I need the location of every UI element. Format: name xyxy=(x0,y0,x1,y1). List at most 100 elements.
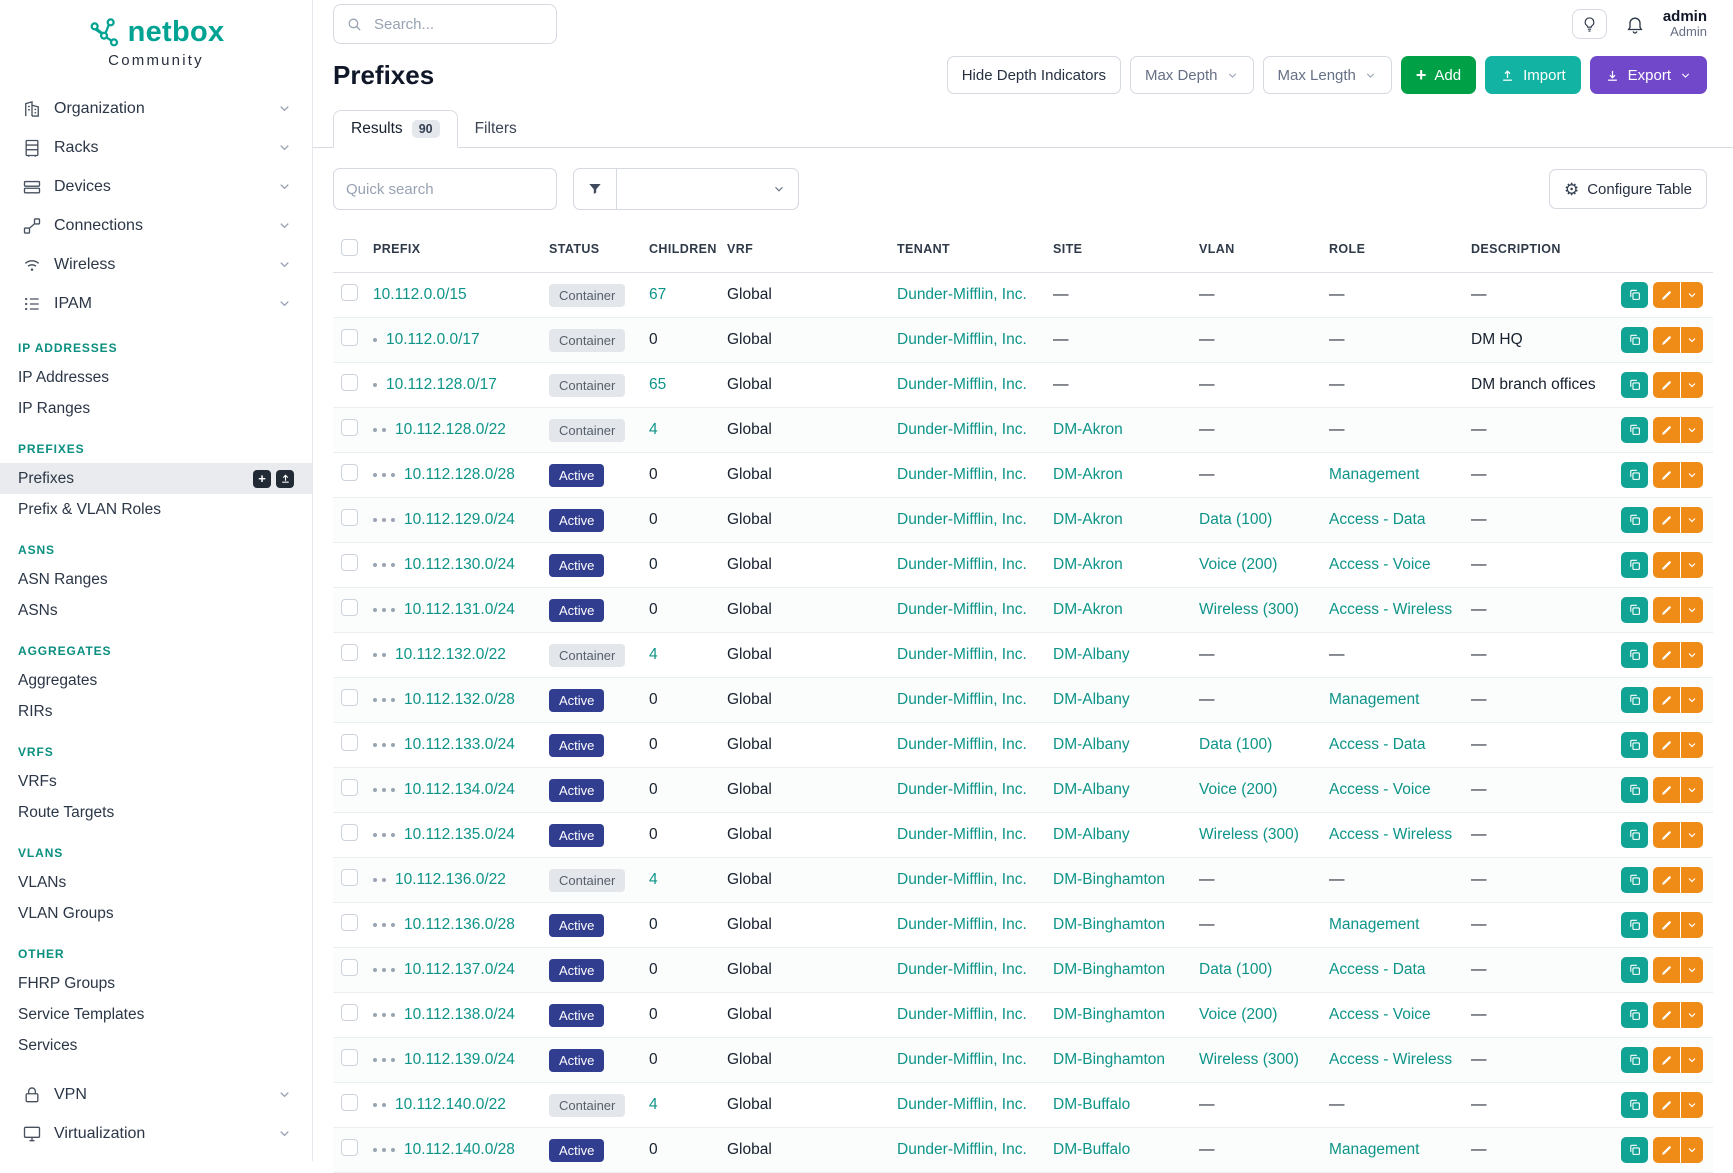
copy-button[interactable] xyxy=(1621,642,1648,668)
site-link[interactable]: DM-Binghamton xyxy=(1053,1051,1165,1068)
row-checkbox[interactable] xyxy=(340,734,358,751)
tenant-link[interactable]: Dunder-Mifflin, Inc. xyxy=(897,1141,1027,1158)
sidebar-item-connections[interactable]: Connections xyxy=(0,206,312,245)
edit-dropdown-button[interactable] xyxy=(1681,642,1703,668)
tenant-link[interactable]: Dunder-Mifflin, Inc. xyxy=(897,871,1027,888)
sidebar-item-vlans[interactable]: VLANs xyxy=(0,867,312,898)
edit-button[interactable] xyxy=(1653,1002,1680,1028)
vlan-link[interactable]: Data (100) xyxy=(1199,736,1273,753)
edit-button[interactable] xyxy=(1653,1047,1680,1073)
edit-button[interactable] xyxy=(1653,327,1680,353)
copy-button[interactable] xyxy=(1621,1047,1648,1073)
prefix-link[interactable]: 10.112.137.0/24 xyxy=(404,961,515,978)
row-checkbox[interactable] xyxy=(340,509,358,526)
copy-button[interactable] xyxy=(1621,1092,1648,1118)
prefix-link[interactable]: 10.112.140.0/28 xyxy=(404,1141,515,1158)
edit-dropdown-button[interactable] xyxy=(1681,1047,1703,1073)
site-link[interactable]: DM-Akron xyxy=(1053,601,1123,618)
copy-button[interactable] xyxy=(1621,417,1648,443)
tenant-link[interactable]: Dunder-Mifflin, Inc. xyxy=(897,1051,1027,1068)
col-header-vrf[interactable]: VRF xyxy=(727,226,897,273)
sidebar-item-organization[interactable]: Organization xyxy=(0,89,312,128)
copy-button[interactable] xyxy=(1621,822,1648,848)
col-header-site[interactable]: SITE xyxy=(1053,226,1199,273)
edit-button[interactable] xyxy=(1653,687,1680,713)
sidebar-item-vrfs[interactable]: VRFs xyxy=(0,766,312,797)
edit-button[interactable] xyxy=(1653,462,1680,488)
prefix-link[interactable]: 10.112.128.0/17 xyxy=(386,376,497,393)
edit-button[interactable] xyxy=(1653,822,1680,848)
role-link[interactable]: Access - Wireless xyxy=(1329,826,1453,843)
col-header-prefix[interactable]: PREFIX xyxy=(373,226,549,273)
row-checkbox[interactable] xyxy=(340,464,358,481)
edit-button[interactable] xyxy=(1653,1137,1680,1163)
sidebar-item-ip-ranges[interactable]: IP Ranges xyxy=(0,393,312,424)
tenant-link[interactable]: Dunder-Mifflin, Inc. xyxy=(897,1006,1027,1023)
copy-button[interactable] xyxy=(1621,507,1648,533)
edit-dropdown-button[interactable] xyxy=(1681,372,1703,398)
prefix-link[interactable]: 10.112.136.0/28 xyxy=(404,916,515,933)
role-link[interactable]: Access - Wireless xyxy=(1329,1051,1453,1068)
edit-dropdown-button[interactable] xyxy=(1681,327,1703,353)
vlan-link[interactable]: Voice (200) xyxy=(1199,556,1278,573)
site-link[interactable]: DM-Albany xyxy=(1053,826,1130,843)
tenant-link[interactable]: Dunder-Mifflin, Inc. xyxy=(897,511,1027,528)
col-header-status[interactable]: STATUS xyxy=(549,226,649,273)
sidebar-item-aggregates[interactable]: Aggregates xyxy=(0,665,312,696)
prefix-link[interactable]: 10.112.133.0/24 xyxy=(404,736,515,753)
sidebar-item-asn-ranges[interactable]: ASN Ranges xyxy=(0,564,312,595)
role-link[interactable]: Management xyxy=(1329,1141,1420,1158)
site-link[interactable]: DM-Albany xyxy=(1053,736,1130,753)
tenant-link[interactable]: Dunder-Mifflin, Inc. xyxy=(897,421,1027,438)
sidebar-item-prefixes[interactable]: Prefixes + xyxy=(0,463,312,494)
configure-table-button[interactable]: ⚙ Configure Table xyxy=(1548,169,1707,209)
sidebar-item-racks[interactable]: Racks xyxy=(0,128,312,167)
import-button[interactable]: Import xyxy=(1485,56,1581,94)
notifications-button[interactable] xyxy=(1625,14,1645,34)
site-link[interactable]: DM-Buffalo xyxy=(1053,1096,1131,1113)
edit-dropdown-button[interactable] xyxy=(1681,957,1703,983)
site-link[interactable]: DM-Akron xyxy=(1053,421,1123,438)
edit-button[interactable] xyxy=(1653,417,1680,443)
copy-button[interactable] xyxy=(1621,327,1648,353)
row-checkbox[interactable] xyxy=(340,599,358,616)
filter-button[interactable] xyxy=(573,168,617,210)
edit-button[interactable] xyxy=(1653,732,1680,758)
row-checkbox[interactable] xyxy=(340,1049,358,1066)
sidebar-item-prefix-vlan-roles[interactable]: Prefix & VLAN Roles xyxy=(0,494,312,525)
edit-dropdown-button[interactable] xyxy=(1681,282,1703,308)
sidebar-item-vlan-groups[interactable]: VLAN Groups xyxy=(0,898,312,929)
edit-dropdown-button[interactable] xyxy=(1681,867,1703,893)
edit-dropdown-button[interactable] xyxy=(1681,507,1703,533)
site-link[interactable]: DM-Akron xyxy=(1053,556,1123,573)
copy-button[interactable] xyxy=(1621,912,1648,938)
role-link[interactable]: Access - Voice xyxy=(1329,781,1431,798)
edit-button[interactable] xyxy=(1653,642,1680,668)
row-checkbox[interactable] xyxy=(340,329,358,346)
theme-toggle-button[interactable] xyxy=(1571,9,1607,39)
max-depth-dropdown[interactable]: Max Depth xyxy=(1129,56,1254,94)
edit-dropdown-button[interactable] xyxy=(1681,1002,1703,1028)
sidebar-item-asns[interactable]: ASNs xyxy=(0,595,312,626)
row-checkbox[interactable] xyxy=(340,869,358,886)
row-checkbox[interactable] xyxy=(340,824,358,841)
row-checkbox[interactable] xyxy=(340,779,358,796)
prefix-link[interactable]: 10.112.132.0/22 xyxy=(395,646,506,663)
prefix-link[interactable]: 10.112.140.0/22 xyxy=(395,1096,506,1113)
edit-button[interactable] xyxy=(1653,867,1680,893)
tenant-link[interactable]: Dunder-Mifflin, Inc. xyxy=(897,916,1027,933)
edit-dropdown-button[interactable] xyxy=(1681,687,1703,713)
row-checkbox[interactable] xyxy=(340,689,358,706)
copy-button[interactable] xyxy=(1621,867,1648,893)
copy-button[interactable] xyxy=(1621,687,1648,713)
col-header-vlan[interactable]: VLAN xyxy=(1199,226,1329,273)
prefix-link[interactable]: 10.112.128.0/28 xyxy=(404,466,515,483)
children-count-link[interactable]: 4 xyxy=(649,1096,658,1113)
tenant-link[interactable]: Dunder-Mifflin, Inc. xyxy=(897,1096,1027,1113)
copy-button[interactable] xyxy=(1621,957,1648,983)
children-count-link[interactable]: 4 xyxy=(649,646,658,663)
sidebar-item-services[interactable]: Services xyxy=(0,1030,312,1061)
copy-button[interactable] xyxy=(1621,1002,1648,1028)
tenant-link[interactable]: Dunder-Mifflin, Inc. xyxy=(897,601,1027,618)
netbox-logo[interactable]: netbox Community xyxy=(0,16,312,69)
